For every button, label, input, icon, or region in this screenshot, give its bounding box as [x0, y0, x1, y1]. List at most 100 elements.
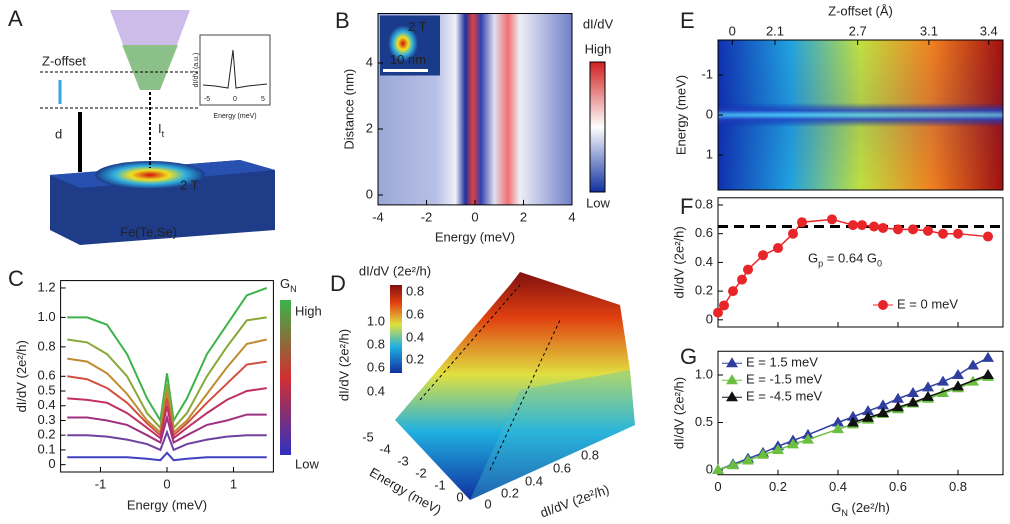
x-tick-label: 3.1 — [920, 23, 938, 38]
y-tick-label: 1 — [706, 146, 713, 161]
heatmap-band — [718, 40, 1003, 190]
inset-tick-label: 0 — [233, 96, 237, 103]
y-tick-label: 0 — [706, 461, 713, 476]
annotation: Gp = 0.64 G0 — [808, 251, 882, 269]
y-tick-label: 0.2 — [38, 427, 56, 442]
point — [983, 232, 993, 242]
x-tick-label: 0.8 — [581, 447, 599, 462]
panel-letter: C — [8, 266, 24, 291]
z-axis-label: dI/dV (2e²/h) — [336, 329, 351, 401]
x-axis-label: GN (2e²/h) — [831, 500, 890, 518]
panel-letter: A — [8, 6, 23, 31]
y-tick-label: -2 — [415, 465, 427, 480]
colorbar-tick-label: 0.4 — [406, 329, 424, 344]
y-tick-label: 1.0 — [38, 309, 56, 324]
field-label: 2 T — [180, 177, 199, 192]
point — [952, 369, 964, 379]
point — [857, 220, 867, 230]
annotation-part: 0 — [877, 259, 882, 269]
x-tick-label: -4 — [372, 209, 384, 224]
colorbar-low: Low — [295, 456, 319, 471]
colorbar-label-part: G — [280, 276, 290, 291]
y-tick-label: 1.0 — [695, 366, 713, 381]
x-axis-label-part: (2e²/h) — [848, 500, 890, 515]
y-tick-label: 0 — [366, 186, 373, 201]
point — [773, 243, 783, 253]
y-axis-label: dI/dV (2e²/h) — [671, 377, 686, 449]
legend-label: E = 1.5 meV — [746, 355, 818, 370]
colorbar-label: dI/dV — [583, 16, 614, 31]
legend-marker — [726, 374, 738, 384]
annotation-part: G — [808, 251, 818, 266]
z-tick-label: 0.8 — [367, 336, 385, 351]
colorbar-tick-label: 0.2 — [406, 351, 424, 366]
tip-lower — [122, 45, 178, 90]
x-axis-label: Z-offset (Å) — [828, 3, 893, 18]
panel-letter: E — [680, 8, 695, 33]
point — [967, 360, 979, 370]
y-tick-label: 0.6 — [38, 368, 56, 383]
y-axis-label: dI/dV (2e²/h) — [14, 340, 29, 412]
x-tick-label: 0.2 — [501, 485, 519, 500]
z-tick-label: 0.4 — [367, 383, 385, 398]
y-tick-label: 0.2 — [695, 283, 713, 298]
series-line — [67, 453, 267, 460]
inset-ylabel: dI/dV (a.u.) — [193, 53, 200, 88]
colorbar — [390, 285, 402, 373]
legend-marker — [726, 357, 738, 367]
current-label-part: t — [162, 129, 165, 139]
x-tick-label: 0.4 — [525, 473, 543, 488]
x-tick-label: -2 — [421, 209, 433, 224]
legend-label: E = -1.5 meV — [746, 372, 823, 387]
point — [743, 265, 753, 275]
y-tick-label: 0 — [48, 456, 55, 471]
colorbar-tick-label: 0.6 — [406, 306, 424, 321]
point — [797, 217, 807, 227]
point — [893, 224, 903, 234]
y-axis-label: Distance (nm) — [341, 69, 356, 150]
y-tick-label: 1.2 — [38, 279, 56, 294]
x-tick-label: 0 — [163, 476, 170, 491]
y-axis-label: Energy (meV) — [367, 465, 444, 518]
point — [737, 275, 747, 285]
z-tick-label: 0.6 — [367, 359, 385, 374]
inset-xlabel: Energy (meV) — [213, 113, 256, 120]
y-tick-label: 0.8 — [38, 338, 56, 353]
panel-letter: B — [335, 8, 350, 33]
y-tick-label: -1 — [701, 66, 713, 81]
colorbar-high: High — [295, 303, 322, 318]
current-label: It — [158, 121, 165, 139]
y-tick-label: -3 — [397, 453, 409, 468]
y-tick-label: 0.4 — [695, 254, 713, 269]
legend-label: E = -4.5 meV — [746, 389, 823, 404]
x-tick-label: 0.4 — [829, 479, 847, 494]
y-tick-label: 0 — [706, 311, 713, 326]
colorbar-tick-label: 0.8 — [406, 283, 424, 298]
x-tick-label: 0 — [471, 209, 478, 224]
inset-tick-label: 5 — [261, 96, 265, 103]
series-line — [853, 375, 988, 423]
x-tick-label: 2.7 — [849, 23, 867, 38]
y-tick-label: 0.5 — [38, 382, 56, 397]
point — [908, 224, 918, 234]
y-tick-label: 0 — [456, 489, 463, 504]
colorbar-label: dI/dV (2e²/h) — [359, 263, 431, 278]
colorbar-label: GN — [280, 276, 297, 294]
x-tick-label: 0 — [729, 23, 736, 38]
y-tick-label: 0 — [706, 106, 713, 121]
colorbar-low: Low — [586, 195, 610, 210]
y-tick-label: 4 — [366, 54, 373, 69]
point — [719, 300, 729, 310]
legend-marker — [726, 391, 738, 401]
point — [827, 214, 837, 224]
x-tick-label: 0.6 — [889, 479, 907, 494]
point — [953, 229, 963, 239]
series-line — [67, 317, 267, 427]
z-offset-label: Z-offset — [42, 53, 86, 68]
x-tick-label: 1 — [230, 476, 237, 491]
figure: AZ-offsetdIt2 TFe(Te,Se)dI/dV (a.u.)Ener… — [0, 0, 1010, 524]
z-tick-label: 1.0 — [367, 313, 385, 328]
y-axis-label: Energy (meV) — [673, 75, 688, 155]
colorbar — [590, 62, 605, 192]
panel-letter: G — [680, 344, 697, 369]
